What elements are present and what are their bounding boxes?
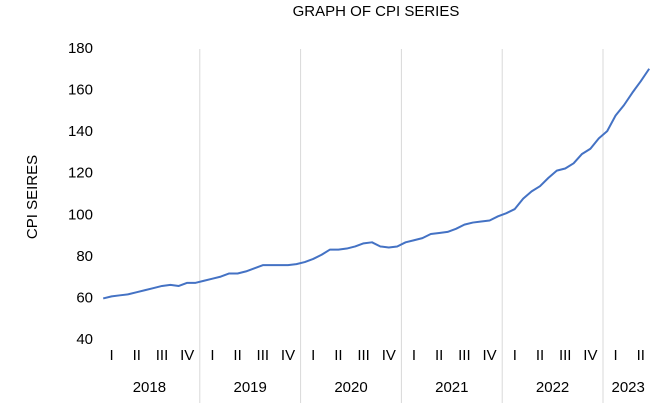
x-tick-label: IV	[382, 347, 396, 364]
x-tick-label: III	[357, 347, 370, 364]
x-tick-label: I	[311, 347, 315, 364]
x-tick-label: II	[133, 347, 141, 364]
x-tick-label: II	[435, 347, 443, 364]
x-tick-label: IV	[180, 347, 194, 364]
year-label: 2023	[612, 379, 645, 396]
y-tick-label: 60	[76, 289, 93, 306]
x-tick-label: I	[614, 347, 618, 364]
x-tick-label: II	[334, 347, 342, 364]
y-tick-label: 140	[68, 123, 93, 140]
y-axis-label: CPI SEIRES	[24, 155, 41, 239]
x-tick-label: IV	[483, 347, 497, 364]
x-tick-label: II	[233, 347, 241, 364]
y-tick-label: 40	[76, 331, 93, 348]
chart-title: GRAPH OF CPI SERIES	[293, 3, 460, 20]
year-label: 2022	[536, 379, 569, 396]
x-tick-label: I	[110, 347, 114, 364]
cpi-line	[102, 68, 651, 300]
x-tick-label: I	[412, 347, 416, 364]
y-tick-label: 80	[76, 248, 93, 265]
year-label: 2020	[334, 379, 367, 396]
y-tick-label: 180	[68, 40, 93, 57]
y-tick-label: 100	[68, 206, 93, 223]
year-label: 2018	[133, 379, 166, 396]
x-tick-label: IV	[583, 347, 597, 364]
year-label: 2021	[435, 379, 468, 396]
y-tick-label: 160	[68, 82, 93, 99]
x-tick-label: II	[637, 347, 645, 364]
x-tick-label: I	[210, 347, 214, 364]
x-tick-label: III	[559, 347, 572, 364]
x-tick-label: II	[536, 347, 544, 364]
y-tick-label: 120	[68, 165, 93, 182]
x-tick-label: III	[156, 347, 169, 364]
x-tick-label: IV	[281, 347, 295, 364]
x-tick-label: III	[458, 347, 471, 364]
x-tick-label: I	[513, 347, 517, 364]
year-label: 2019	[234, 379, 267, 396]
x-tick-label: III	[257, 347, 270, 364]
